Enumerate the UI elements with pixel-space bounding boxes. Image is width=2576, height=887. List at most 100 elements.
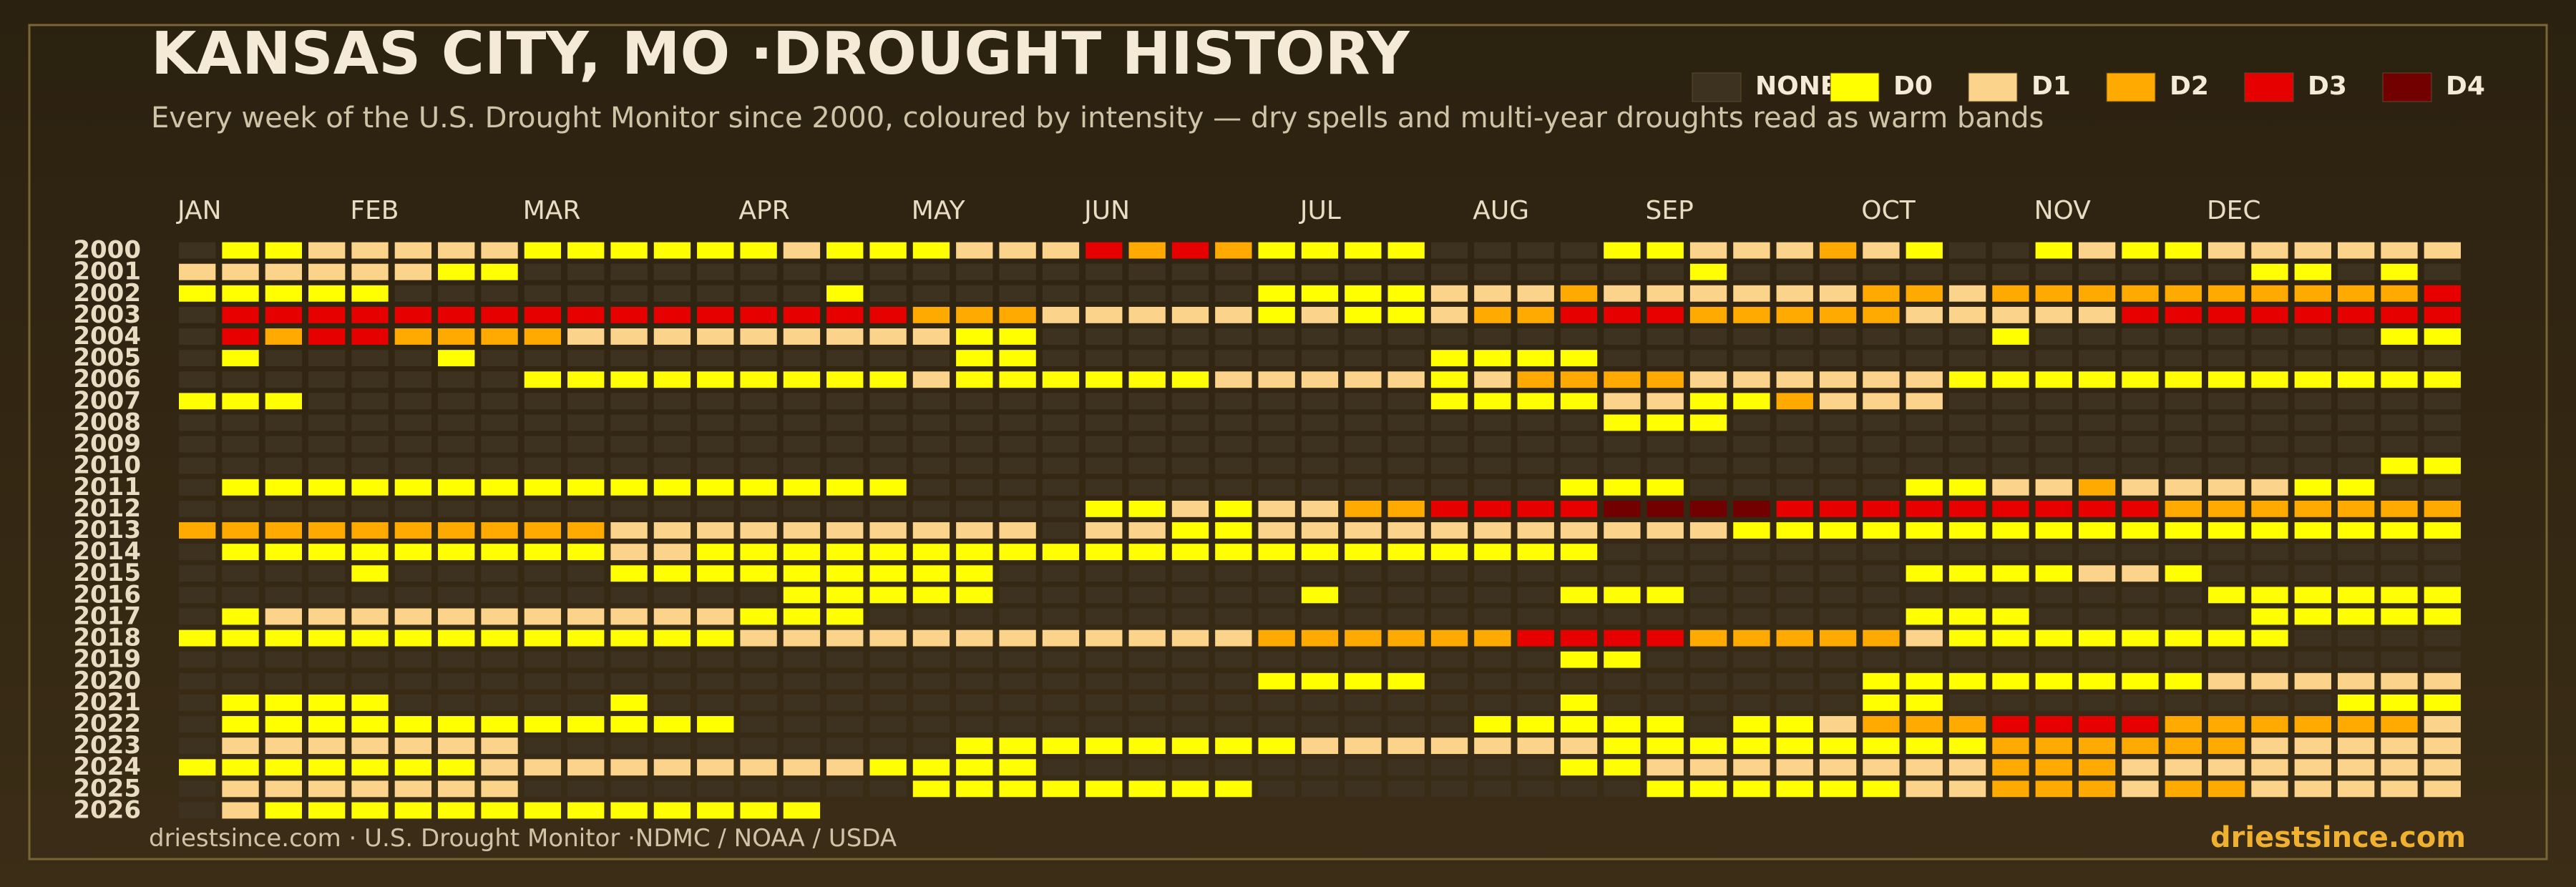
- week-cell: [869, 306, 907, 323]
- week-cell: [2381, 608, 2418, 625]
- week-cell: [1992, 780, 2029, 798]
- week-cell: [999, 608, 1036, 625]
- week-cell: [1042, 780, 1080, 798]
- week-cell: [1819, 694, 1857, 711]
- week-cell: [524, 242, 562, 259]
- week-cell: [1387, 608, 1425, 625]
- week-cell: [524, 500, 562, 517]
- week-cell: [1733, 371, 1770, 388]
- week-cell: [1301, 350, 1339, 367]
- week-cell: [524, 780, 562, 798]
- week-cell: [2337, 414, 2375, 431]
- week-cell: [2207, 759, 2245, 776]
- week-cell: [394, 328, 432, 345]
- week-cell: [1474, 759, 1511, 776]
- week-cell: [826, 263, 864, 280]
- legend-swatch: [1968, 72, 2018, 102]
- week-cell: [438, 651, 475, 668]
- week-cell: [2294, 328, 2331, 345]
- week-cell: [265, 802, 303, 819]
- week-cell: [2337, 587, 2375, 604]
- week-cell: [2035, 587, 2072, 604]
- week-cell: [956, 672, 993, 690]
- week-cell: [438, 716, 475, 732]
- week-cell: [783, 350, 821, 367]
- week-cell: [1948, 629, 1986, 647]
- week-cell: [2381, 737, 2418, 755]
- week-cell: [1992, 565, 2029, 582]
- week-cell: [783, 737, 821, 755]
- week-cell: [869, 587, 907, 604]
- week-cell: [2294, 716, 2331, 732]
- week-cell: [2122, 780, 2159, 798]
- week-cell: [697, 414, 734, 431]
- week-cell: [2165, 672, 2202, 690]
- week-cell: [481, 393, 518, 410]
- week-cell: [1474, 414, 1511, 431]
- week-cell: [2122, 522, 2159, 539]
- week-cell: [999, 544, 1036, 561]
- week-cell: [438, 306, 475, 323]
- week-cell: [1948, 242, 1986, 259]
- week-cell: [740, 759, 777, 776]
- week-cell: [2207, 263, 2245, 280]
- week-cell: [1171, 414, 1209, 431]
- week-cell: [1819, 716, 1857, 732]
- week-cell: [912, 629, 950, 647]
- week-cell: [2165, 759, 2202, 776]
- week-cell: [2424, 306, 2461, 323]
- week-cell: [1128, 522, 1166, 539]
- week-cell: [653, 371, 691, 388]
- week-cell: [697, 565, 734, 582]
- week-cell: [1042, 328, 1080, 345]
- week-cell: [1906, 651, 1943, 668]
- week-cell: [1042, 457, 1080, 474]
- week-cell: [1258, 651, 1295, 668]
- week-cell: [1042, 242, 1080, 259]
- week-cell: [2165, 780, 2202, 798]
- week-cell: [2294, 759, 2331, 776]
- week-cell: [653, 672, 691, 690]
- week-cell: [2207, 608, 2245, 625]
- week-cell: [567, 522, 605, 539]
- week-cell: [783, 479, 821, 496]
- week-cell: [265, 544, 303, 561]
- week-cell: [1819, 306, 1857, 323]
- week-cell: [1085, 629, 1123, 647]
- x-tick-label: JAN: [176, 196, 222, 225]
- week-cell: [1604, 780, 1641, 798]
- week-cell: [2424, 608, 2461, 625]
- week-cell: [783, 263, 821, 280]
- y-tick-label: 2021: [73, 688, 141, 717]
- week-cell: [394, 263, 432, 280]
- week-cell: [1992, 672, 2029, 690]
- week-cell: [394, 608, 432, 625]
- week-cell: [869, 608, 907, 625]
- week-cell: [1517, 350, 1554, 367]
- week-cell: [1215, 414, 1252, 431]
- week-cell: [740, 802, 777, 819]
- week-cell: [912, 565, 950, 582]
- week-cell: [740, 436, 777, 453]
- week-cell: [912, 328, 950, 345]
- week-cell: [869, 759, 907, 776]
- week-cell: [1085, 242, 1123, 259]
- week-cell: [740, 672, 777, 690]
- week-cell: [308, 651, 346, 668]
- week-cell: [783, 544, 821, 561]
- week-cell: [308, 716, 346, 732]
- week-cell: [653, 436, 691, 453]
- week-cell: [1560, 587, 1598, 604]
- week-cell: [1042, 500, 1080, 517]
- week-cell: [1042, 436, 1080, 453]
- week-cell: [956, 414, 993, 431]
- week-cell: [1085, 544, 1123, 561]
- week-cell: [438, 436, 475, 453]
- week-cell: [2424, 500, 2461, 517]
- week-cell: [351, 479, 389, 496]
- week-cell: [1301, 565, 1339, 582]
- week-cell: [1430, 672, 1468, 690]
- week-cell: [265, 672, 303, 690]
- week-cell: [1085, 457, 1123, 474]
- week-cell: [2424, 436, 2461, 453]
